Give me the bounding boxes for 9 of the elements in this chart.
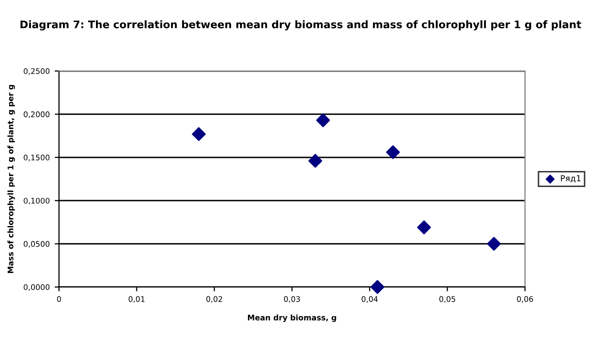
chart-title: Diagram 7: The correlation between mean dry biomass and mass of chlorophyll per 1 g of plant [20, 20, 582, 30]
point [308, 154, 322, 168]
point [370, 280, 384, 294]
point [417, 220, 431, 234]
point [192, 127, 206, 141]
point [386, 145, 400, 160]
point [487, 236, 501, 251]
point [316, 113, 330, 128]
legend-label: Ряд1 [560, 175, 580, 182]
